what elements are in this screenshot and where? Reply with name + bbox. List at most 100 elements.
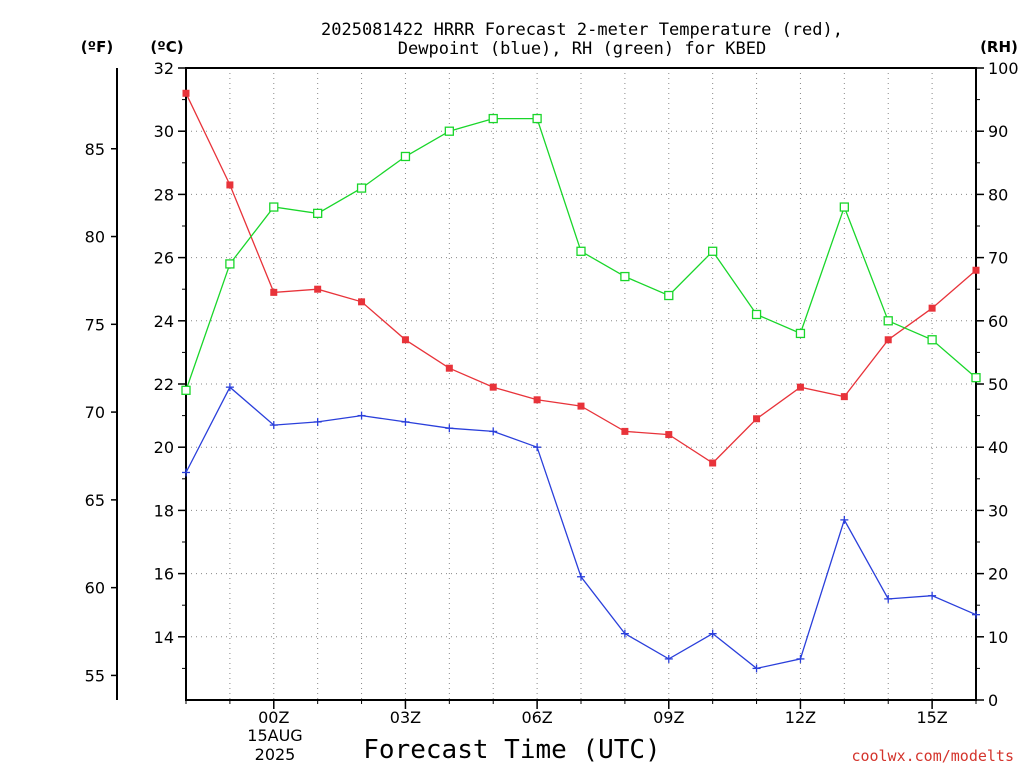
data-point-rh xyxy=(971,373,981,383)
data-point-2-meter-temperature xyxy=(665,431,673,439)
celsius-tick-label: 24 xyxy=(154,312,174,331)
data-point-dewpoint xyxy=(708,629,717,638)
data-point-rh xyxy=(181,385,191,395)
data-point-2-meter-temperature xyxy=(753,415,761,423)
x-tick-label: 15Z xyxy=(916,708,947,727)
chart-title-line1: 2025081422 HRRR Forecast 2-meter Tempera… xyxy=(321,20,843,40)
rh-tick-label: 80 xyxy=(988,185,1008,204)
data-point-rh xyxy=(576,246,586,256)
data-point-dewpoint xyxy=(796,654,805,663)
x-tick-label: 03Z xyxy=(390,708,421,727)
data-point-2-meter-temperature xyxy=(840,393,848,401)
data-point-dewpoint xyxy=(225,383,234,392)
celsius-tick-label: 32 xyxy=(154,59,174,78)
data-point-dewpoint xyxy=(533,443,542,452)
data-point-dewpoint xyxy=(752,664,761,673)
data-point-rh xyxy=(620,271,630,282)
data-point-2-meter-temperature xyxy=(884,336,892,344)
data-point-rh xyxy=(488,113,498,124)
data-point-dewpoint xyxy=(313,417,322,426)
data-point-rh xyxy=(795,328,806,339)
rh-tick-label: 20 xyxy=(988,565,1008,584)
data-point-dewpoint xyxy=(928,591,937,600)
data-point-rh xyxy=(664,290,674,301)
data-point-dewpoint xyxy=(445,424,454,433)
celsius-tick-label: 30 xyxy=(154,122,174,141)
fahrenheit-tick-label: 75 xyxy=(85,315,105,334)
data-point-dewpoint xyxy=(489,427,498,436)
x-tick-label: 12Z xyxy=(785,708,816,727)
data-point-dewpoint xyxy=(840,515,849,524)
x-axis-label: Forecast Time (UTC) xyxy=(363,735,660,765)
x-start-date-line2: 2025 xyxy=(255,745,296,764)
fahrenheit-tick-label: 80 xyxy=(85,228,105,247)
rh-tick-label: 70 xyxy=(988,249,1008,268)
fahrenheit-tick-label: 60 xyxy=(85,579,105,598)
celsius-tick-label: 20 xyxy=(154,438,174,457)
data-point-rh xyxy=(400,151,411,162)
data-point-2-meter-temperature xyxy=(226,181,234,189)
data-point-dewpoint xyxy=(972,610,980,619)
data-point-dewpoint xyxy=(577,572,585,581)
x-tick-label: 09Z xyxy=(653,708,684,727)
celsius-tick-label: 14 xyxy=(154,628,174,647)
axes xyxy=(111,67,984,709)
rh-tick-label: 100 xyxy=(988,59,1019,78)
data-point-2-meter-temperature xyxy=(533,396,541,404)
celsius-tick-label: 18 xyxy=(154,501,174,520)
data-point-2-meter-temperature xyxy=(796,383,804,391)
x-start-date-line1: 15AUG xyxy=(247,726,302,745)
data-point-2-meter-temperature xyxy=(445,364,453,372)
data-point-2-meter-temperature xyxy=(489,383,497,391)
credit-text: coolwx.com/modelts xyxy=(851,747,1014,765)
data-point-rh xyxy=(269,202,279,212)
data-point-rh xyxy=(532,113,542,124)
data-point-2-meter-temperature xyxy=(709,459,717,467)
unit-label-celsius: (ºC) xyxy=(150,38,183,56)
data-point-dewpoint xyxy=(884,594,893,603)
data-point-dewpoint xyxy=(357,411,366,420)
tick-labels: 14 16 18 20 22 24 26 28 30 32 55 60 65 70 75 80 85 0 10 20 3… xyxy=(85,59,1019,727)
data-point-2-meter-temperature xyxy=(182,89,190,97)
fahrenheit-tick-label: 85 xyxy=(85,140,105,159)
data-point-2-meter-temperature xyxy=(577,402,585,410)
data-point-rh xyxy=(444,126,454,136)
data-point-rh xyxy=(839,202,849,212)
rh-tick-label: 0 xyxy=(988,691,998,710)
rh-tick-label: 60 xyxy=(988,312,1008,331)
data-point-dewpoint xyxy=(269,421,278,430)
data-point-rh xyxy=(313,208,323,219)
fahrenheit-tick-label: 70 xyxy=(85,403,105,422)
grid-lines xyxy=(186,68,976,700)
celsius-tick-label: 28 xyxy=(154,185,174,204)
celsius-tick-label: 22 xyxy=(154,375,174,394)
data-point-2-meter-temperature xyxy=(314,285,322,293)
data-point-rh xyxy=(225,259,235,269)
data-point-dewpoint xyxy=(401,417,410,426)
data-point-2-meter-temperature xyxy=(928,304,936,312)
series-layer xyxy=(181,89,981,673)
data-point-2-meter-temperature xyxy=(270,288,278,296)
rh-tick-label: 10 xyxy=(988,628,1008,647)
fahrenheit-tick-label: 55 xyxy=(85,666,105,685)
unit-label-rh: (RH) xyxy=(980,38,1018,56)
fahrenheit-tick-label: 65 xyxy=(85,491,105,510)
data-point-rh xyxy=(883,316,893,326)
celsius-tick-label: 26 xyxy=(154,249,174,268)
data-point-2-meter-temperature xyxy=(401,336,409,344)
rh-tick-label: 30 xyxy=(988,501,1008,520)
data-point-rh xyxy=(751,309,762,320)
data-point-dewpoint xyxy=(620,629,629,638)
data-point-dewpoint xyxy=(182,468,190,477)
data-point-rh xyxy=(708,246,718,256)
unit-label-fahrenheit: (ºF) xyxy=(81,38,113,56)
celsius-tick-label: 16 xyxy=(154,565,174,584)
data-point-dewpoint xyxy=(664,654,673,663)
x-tick-label: 06Z xyxy=(521,708,552,727)
data-point-rh xyxy=(927,335,937,345)
data-point-rh xyxy=(356,183,367,193)
data-point-2-meter-temperature xyxy=(358,298,366,306)
rh-tick-label: 90 xyxy=(988,122,1008,141)
rh-tick-label: 40 xyxy=(988,438,1008,457)
